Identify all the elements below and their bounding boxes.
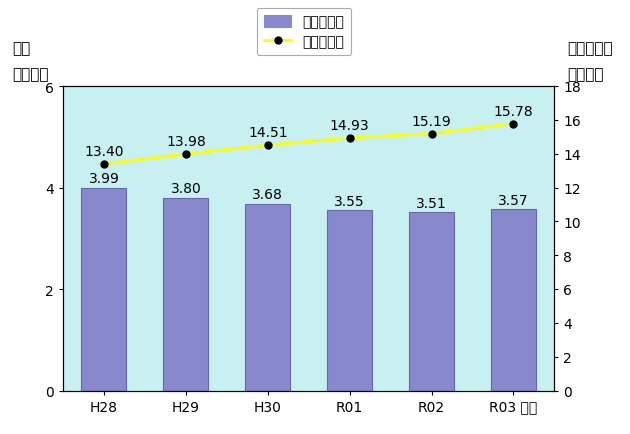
Text: 自己資本金: 自己資本金 — [567, 42, 612, 56]
Text: 3.80: 3.80 — [171, 182, 201, 196]
Text: （万円）: （万円） — [13, 68, 49, 82]
Text: 残高: 残高 — [13, 42, 31, 56]
Text: 15.19: 15.19 — [411, 114, 452, 128]
Bar — [491, 210, 536, 391]
Legend: 借入金残高, 自己資本金: 借入金残高, 自己資本金 — [256, 9, 352, 56]
Bar — [81, 188, 127, 391]
Text: 3.51: 3.51 — [416, 196, 447, 210]
Bar — [327, 211, 372, 391]
Text: 3.57: 3.57 — [498, 193, 529, 207]
Bar — [163, 198, 209, 391]
Text: 3.99: 3.99 — [88, 172, 120, 186]
Text: 13.98: 13.98 — [166, 135, 206, 149]
Bar — [245, 204, 290, 391]
Text: 3.55: 3.55 — [335, 194, 365, 208]
Text: 14.93: 14.93 — [330, 119, 369, 133]
Text: 14.51: 14.51 — [248, 126, 287, 140]
Text: 13.40: 13.40 — [84, 145, 123, 158]
Text: 3.68: 3.68 — [252, 188, 284, 202]
Text: 15.78: 15.78 — [494, 105, 533, 118]
Text: （万円）: （万円） — [567, 68, 604, 82]
Bar — [409, 213, 454, 391]
